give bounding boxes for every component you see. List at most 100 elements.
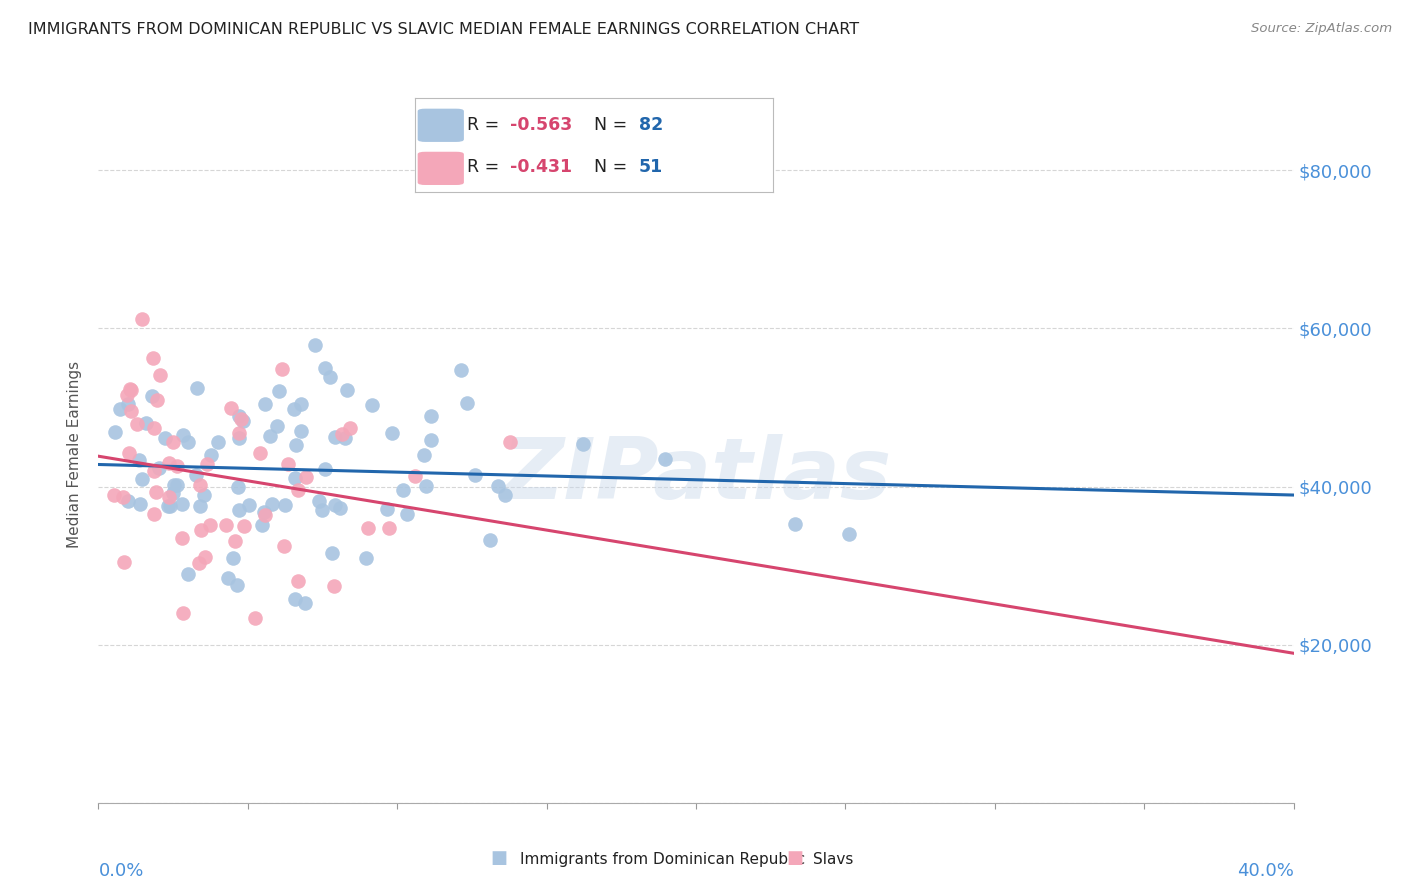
Point bbox=[311, 503, 333, 517]
Text: N =: N = bbox=[595, 158, 633, 176]
Point bbox=[243, 611, 266, 625]
Point bbox=[314, 361, 336, 376]
Text: R =: R = bbox=[467, 116, 505, 134]
Point bbox=[186, 381, 208, 395]
Point bbox=[135, 416, 157, 430]
Point bbox=[148, 460, 170, 475]
Point bbox=[172, 606, 194, 620]
Point bbox=[253, 508, 276, 523]
Text: Immigrants from Dominican Republic: Immigrants from Dominican Republic bbox=[520, 852, 806, 867]
Point bbox=[330, 427, 353, 442]
Point bbox=[120, 384, 142, 398]
Point bbox=[254, 397, 277, 411]
Point bbox=[287, 483, 309, 497]
Point bbox=[323, 578, 346, 592]
Text: Slavs: Slavs bbox=[813, 852, 853, 867]
Point bbox=[357, 520, 380, 534]
Point bbox=[262, 498, 284, 512]
Point bbox=[464, 467, 486, 482]
Point bbox=[190, 523, 212, 537]
Point bbox=[110, 402, 132, 417]
Point bbox=[176, 566, 198, 581]
Point bbox=[339, 421, 361, 435]
Point bbox=[193, 488, 215, 502]
Point bbox=[287, 574, 309, 588]
Point bbox=[221, 550, 243, 565]
Point bbox=[249, 446, 271, 460]
Point bbox=[404, 469, 426, 483]
Point bbox=[142, 420, 165, 434]
Point bbox=[375, 501, 398, 516]
Point bbox=[200, 448, 222, 462]
Point bbox=[129, 498, 152, 512]
Point bbox=[194, 550, 217, 565]
Point bbox=[420, 433, 443, 447]
Point bbox=[128, 452, 150, 467]
Text: 0.0%: 0.0% bbox=[98, 862, 143, 880]
Point bbox=[250, 518, 273, 533]
Point bbox=[172, 427, 194, 442]
Point bbox=[226, 480, 249, 494]
FancyBboxPatch shape bbox=[419, 110, 463, 141]
Point bbox=[117, 494, 139, 508]
Point bbox=[131, 312, 153, 326]
Point bbox=[273, 539, 295, 553]
Point bbox=[283, 402, 305, 417]
Point bbox=[153, 431, 176, 445]
Point bbox=[219, 401, 242, 415]
Point bbox=[104, 425, 127, 440]
Point bbox=[188, 477, 211, 491]
Point bbox=[157, 456, 180, 470]
Point bbox=[215, 518, 238, 533]
Point bbox=[142, 464, 165, 478]
Point bbox=[146, 393, 169, 408]
Point bbox=[381, 425, 404, 440]
Point bbox=[232, 414, 254, 428]
Point bbox=[308, 494, 330, 508]
Point bbox=[207, 434, 229, 449]
Point bbox=[103, 488, 125, 502]
Point bbox=[238, 498, 260, 512]
Point bbox=[377, 521, 399, 535]
Point bbox=[321, 546, 343, 560]
Point bbox=[145, 484, 167, 499]
Text: 82: 82 bbox=[638, 116, 664, 134]
Point bbox=[149, 368, 172, 382]
Text: Source: ZipAtlas.com: Source: ZipAtlas.com bbox=[1251, 22, 1392, 36]
Point bbox=[141, 389, 163, 403]
Point bbox=[162, 485, 184, 500]
Point bbox=[177, 434, 200, 449]
Text: ZIPatlas: ZIPatlas bbox=[501, 434, 891, 517]
Point bbox=[304, 338, 326, 352]
Point bbox=[392, 483, 415, 497]
Point bbox=[284, 471, 307, 485]
Point bbox=[184, 468, 207, 483]
Point bbox=[142, 351, 165, 365]
Text: ■: ■ bbox=[491, 849, 508, 867]
Text: -0.563: -0.563 bbox=[510, 116, 572, 134]
Point bbox=[314, 462, 336, 476]
Point bbox=[157, 500, 180, 514]
Point bbox=[412, 448, 434, 462]
Point bbox=[166, 477, 188, 491]
Point bbox=[420, 409, 443, 423]
Point bbox=[274, 498, 297, 512]
Point bbox=[494, 488, 516, 502]
Point bbox=[285, 438, 308, 452]
Point bbox=[142, 507, 165, 521]
Point bbox=[270, 362, 292, 376]
Point bbox=[166, 458, 188, 473]
Text: 40.0%: 40.0% bbox=[1237, 862, 1294, 880]
Point bbox=[486, 479, 509, 493]
Point bbox=[456, 396, 478, 410]
Point bbox=[115, 387, 138, 401]
Point bbox=[224, 534, 246, 549]
Point bbox=[319, 370, 342, 384]
Point bbox=[295, 470, 318, 484]
Point bbox=[120, 382, 142, 396]
Point bbox=[290, 425, 312, 439]
Point bbox=[233, 519, 256, 533]
Point bbox=[120, 404, 142, 418]
Point bbox=[172, 497, 194, 511]
Point bbox=[170, 531, 193, 545]
